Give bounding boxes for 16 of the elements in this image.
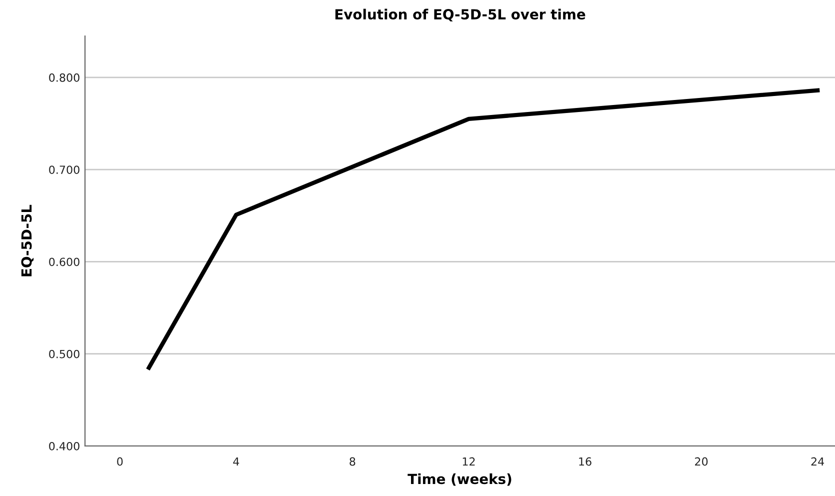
y-tick-label: 0.800 (49, 73, 80, 82)
x-tick-label: 16 (579, 457, 592, 466)
x-tick-label: 8 (350, 457, 356, 466)
y-axis-title: EQ-5D-5L (21, 204, 34, 276)
x-tick-label: 0 (117, 457, 123, 466)
y-tick-label: 0.600 (49, 258, 80, 266)
y-tick-label: 0.500 (49, 350, 80, 358)
x-tick-label: 4 (233, 457, 240, 466)
x-tick-label: 12 (462, 457, 475, 466)
line-series (146, 88, 820, 370)
x-tick-label: 20 (695, 457, 708, 466)
y-tick-label: 0.700 (49, 166, 80, 174)
x-tick-label: 24 (811, 457, 824, 466)
x-axis-title: Time (weeks) (408, 473, 512, 486)
y-tick-label: 0.400 (49, 442, 80, 450)
chart-title: Evolution of EQ-5D-5L over time (335, 8, 586, 22)
